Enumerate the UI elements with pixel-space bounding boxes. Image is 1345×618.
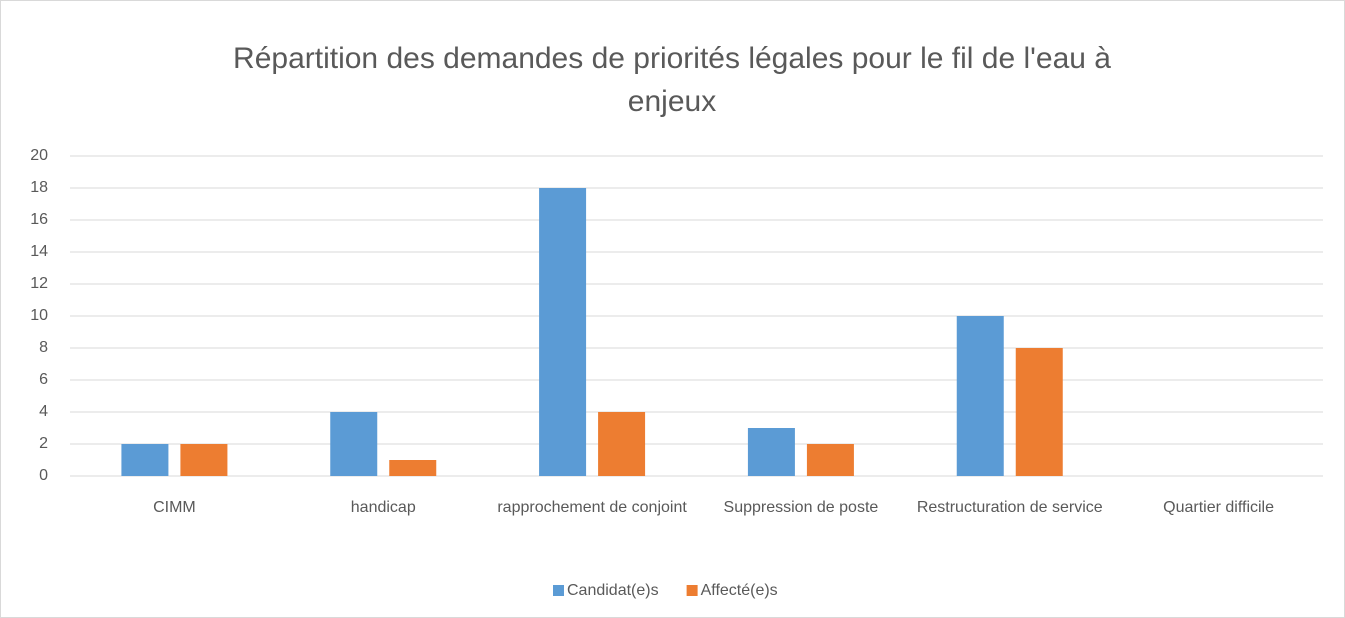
bar (598, 412, 646, 476)
y-tick-label: 4 (39, 403, 48, 420)
y-tick-label: 16 (30, 211, 48, 228)
legend-label: Affecté(e)s (701, 582, 778, 599)
x-tick-label: Quartier difficile (1163, 499, 1274, 516)
x-tick-label: CIMM (153, 499, 196, 516)
legend-swatch (686, 585, 698, 596)
legend: Candidat(e)s Affecté(e)s (553, 582, 778, 599)
y-tick-label: 20 (30, 147, 48, 164)
bar (389, 460, 437, 476)
bar (806, 444, 854, 476)
x-tick-label: Restructuration de service (917, 499, 1103, 516)
y-tick-label: 2 (39, 435, 48, 452)
y-tick-label: 10 (30, 307, 48, 324)
y-tick-label: 14 (30, 243, 48, 260)
y-tick-label: 6 (39, 371, 48, 388)
bar (747, 428, 795, 476)
legend-swatch (553, 585, 564, 596)
bar (330, 412, 378, 476)
bar (956, 316, 1004, 476)
chart-title: Répartition des demandes de priorités lé… (233, 42, 1111, 118)
y-tick-label: 0 (39, 467, 48, 484)
y-tick-label: 18 (30, 179, 48, 196)
x-tick-label: handicap (351, 499, 416, 516)
y-tick-label: 12 (30, 275, 48, 292)
bar (539, 188, 587, 476)
bar (180, 444, 228, 476)
x-tick-label: Suppression de poste (724, 499, 879, 516)
bar (1015, 348, 1063, 476)
legend-label: Candidat(e)s (567, 582, 659, 599)
y-tick-label: 8 (39, 339, 48, 356)
bar (121, 444, 169, 476)
x-tick-label: rapprochement de conjoint (497, 499, 687, 516)
